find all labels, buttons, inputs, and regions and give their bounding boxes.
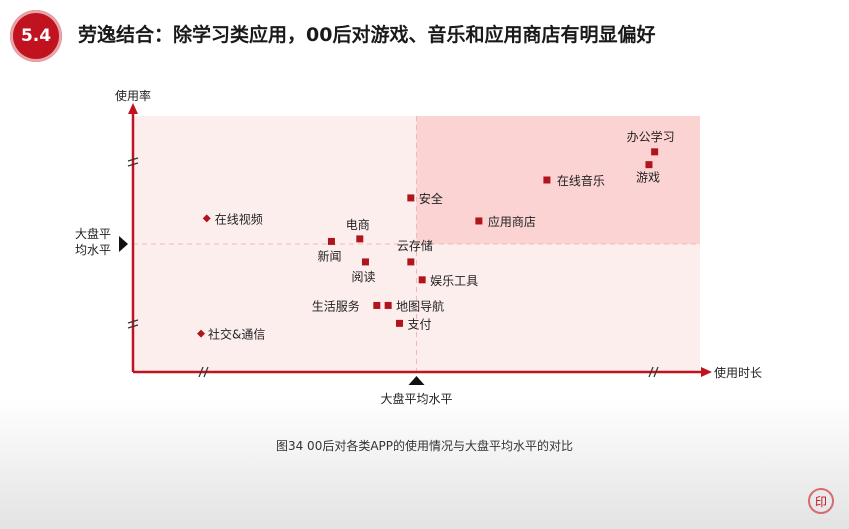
data-point-label: 应用商店 — [488, 214, 536, 229]
x-reference-pointer-icon — [408, 376, 425, 385]
section-number-badge: 5.4 — [10, 10, 62, 62]
data-point-label: 支付 — [407, 317, 431, 331]
data-point-marker — [395, 319, 403, 327]
data-point-label: 社交&通信 — [208, 327, 265, 342]
data-point-marker — [418, 276, 426, 284]
data-point-marker — [407, 194, 415, 202]
data-point-marker — [384, 301, 392, 309]
y-reference-pointer-icon — [119, 236, 128, 252]
y-reference-label: 均水平 — [75, 243, 111, 257]
y-axis-label: 使用率 — [115, 88, 151, 103]
data-point-label: 娱乐工具 — [430, 274, 478, 288]
background-mountain-decoration — [0, 400, 849, 529]
seal-stamp-icon: 印 — [808, 488, 834, 514]
data-point-marker — [197, 329, 206, 338]
y-axis-break-mark — [127, 162, 139, 167]
page-title: 劳逸结合：除学习类应用，00后对游戏、音乐和应用商店有明显偏好 — [78, 24, 656, 46]
x-axis-label: 使用时长 — [714, 365, 762, 380]
data-point-label: 电商 — [346, 217, 370, 232]
data-point-marker — [651, 148, 659, 156]
chart-caption: 图34 00后对各类APP的使用情况与大盘平均水平的对比 — [275, 439, 574, 453]
data-point-marker — [645, 161, 653, 169]
data-point-marker — [361, 258, 369, 266]
data-point-marker — [373, 301, 381, 309]
x-axis-break-mark — [198, 366, 204, 378]
high-usage-quadrant — [416, 116, 700, 244]
x-axis-break-mark — [203, 366, 209, 378]
data-point-label: 游戏 — [636, 171, 660, 185]
y-axis-break-mark — [127, 324, 139, 329]
data-point-marker — [407, 258, 415, 266]
data-point-label: 阅读 — [351, 270, 375, 284]
x-axis-arrow-icon — [701, 367, 712, 377]
data-point-marker — [543, 176, 551, 184]
y-axis-break-mark — [127, 157, 139, 162]
x-reference-label: 大盘平均水平 — [380, 391, 452, 406]
data-point-label: 在线视频 — [215, 211, 263, 226]
data-point-label: 办公学习 — [627, 129, 675, 144]
data-point-label: 生活服务 — [312, 298, 360, 313]
data-point-marker — [202, 214, 211, 223]
y-reference-label: 大盘平 — [75, 226, 111, 241]
x-axis-break-mark — [653, 366, 659, 378]
x-axis-break-mark — [648, 366, 654, 378]
data-point-marker — [475, 217, 483, 225]
scatter-chart: 使用率使用时长大盘平均水平大盘平均水平办公学习游戏在线音乐安全应用商店在线视频电… — [75, 88, 762, 406]
y-axis-break-mark — [127, 319, 139, 324]
data-point-label: 地图导航 — [396, 298, 444, 313]
data-point-label: 云存储 — [397, 238, 433, 253]
data-point-marker — [356, 235, 364, 243]
data-point-label: 安全 — [419, 191, 443, 206]
section-number: 5.4 — [20, 26, 52, 46]
data-point-label: 新闻 — [317, 248, 341, 263]
y-axis-arrow-icon — [128, 103, 138, 114]
data-point-marker — [327, 237, 335, 245]
data-point-label: 在线音乐 — [557, 173, 605, 188]
